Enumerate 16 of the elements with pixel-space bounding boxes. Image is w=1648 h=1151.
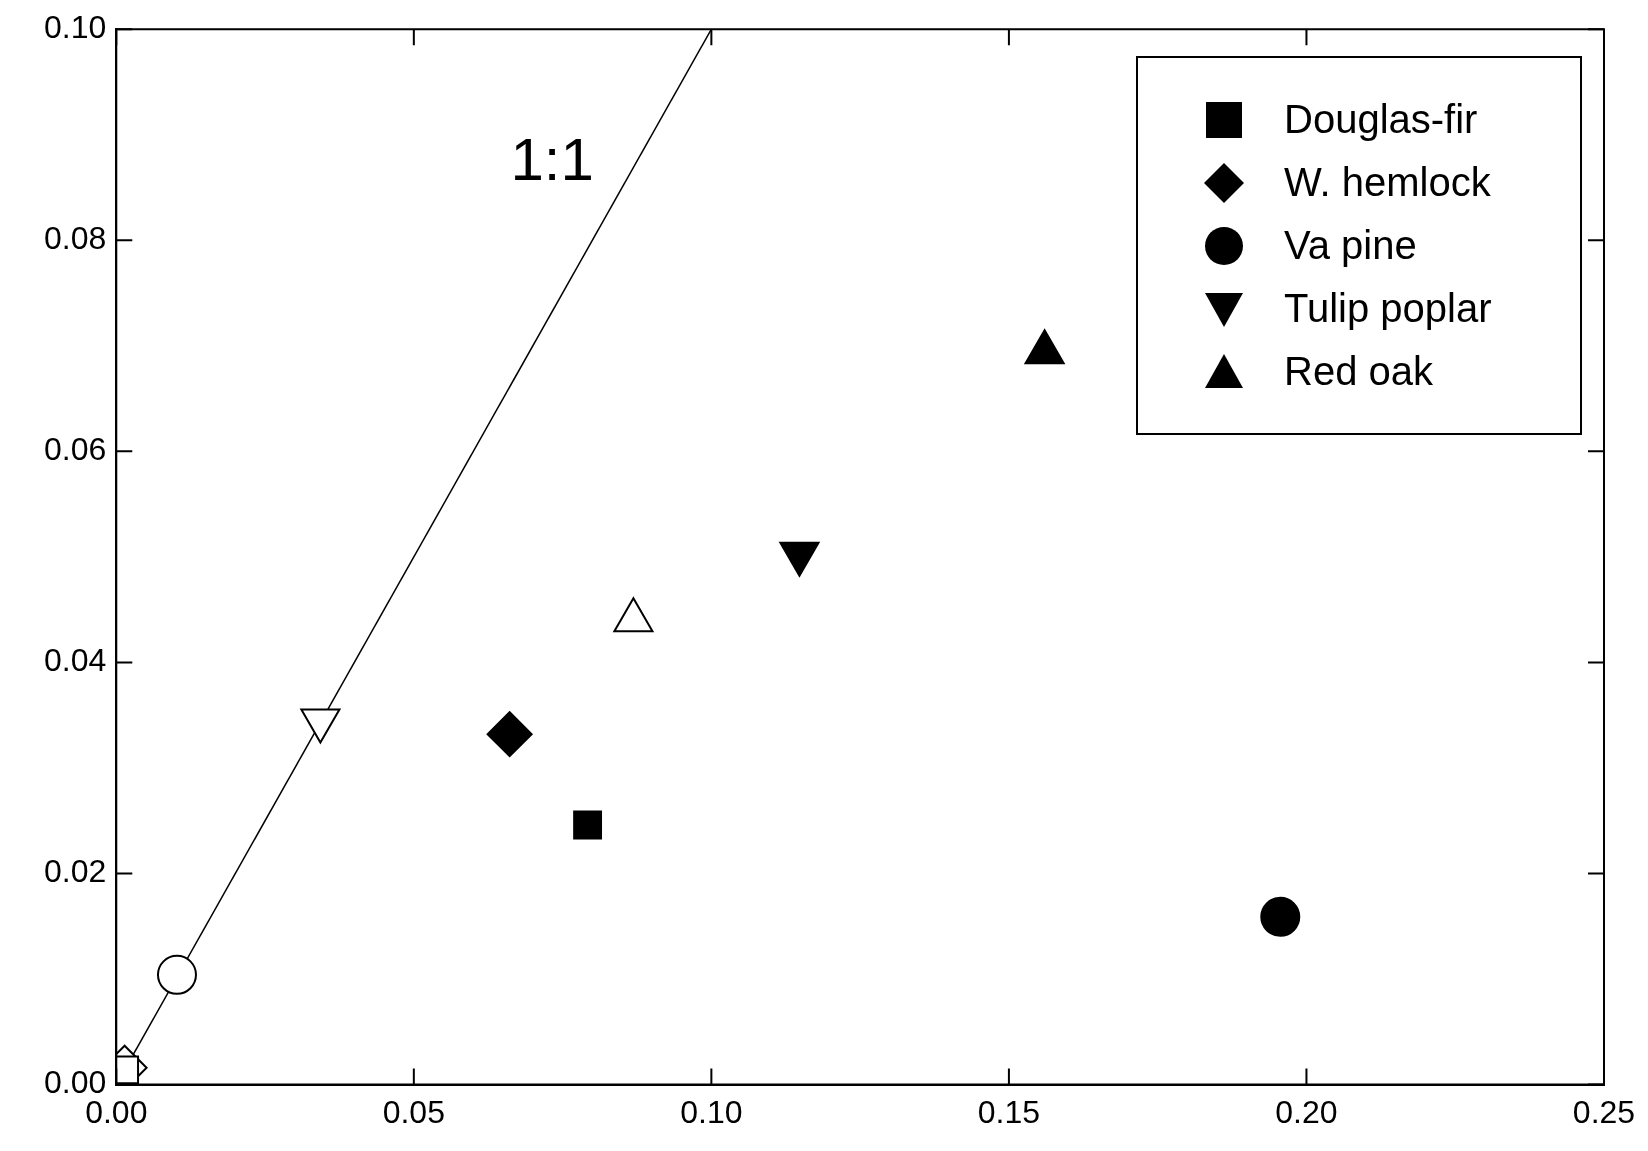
y-tick-label: 0.10 (44, 9, 107, 46)
legend-label: Tulip poplar (1284, 286, 1492, 331)
x-tick-label: 0.15 (977, 1093, 1041, 1130)
y-tick-label: 0.04 (44, 642, 107, 679)
x-tick-label: 0.10 (680, 1093, 743, 1130)
legend-label: Red oak (1284, 349, 1433, 394)
x-tick-label: 0.05 (382, 1093, 445, 1130)
legend-label: W. hemlock (1284, 160, 1491, 205)
legend-label: Va pine (1284, 223, 1417, 268)
x-tick-label: 0.20 (1275, 1093, 1338, 1130)
legend-label: Douglas-fir (1284, 97, 1478, 142)
y-tick-label: 0.08 (44, 220, 107, 257)
annotation: 1:1 (510, 125, 594, 193)
y-tick-label: 0.02 (44, 853, 107, 890)
y-tick-label: 0.06 (44, 431, 107, 468)
x-tick-label: 0.25 (1572, 1093, 1636, 1130)
